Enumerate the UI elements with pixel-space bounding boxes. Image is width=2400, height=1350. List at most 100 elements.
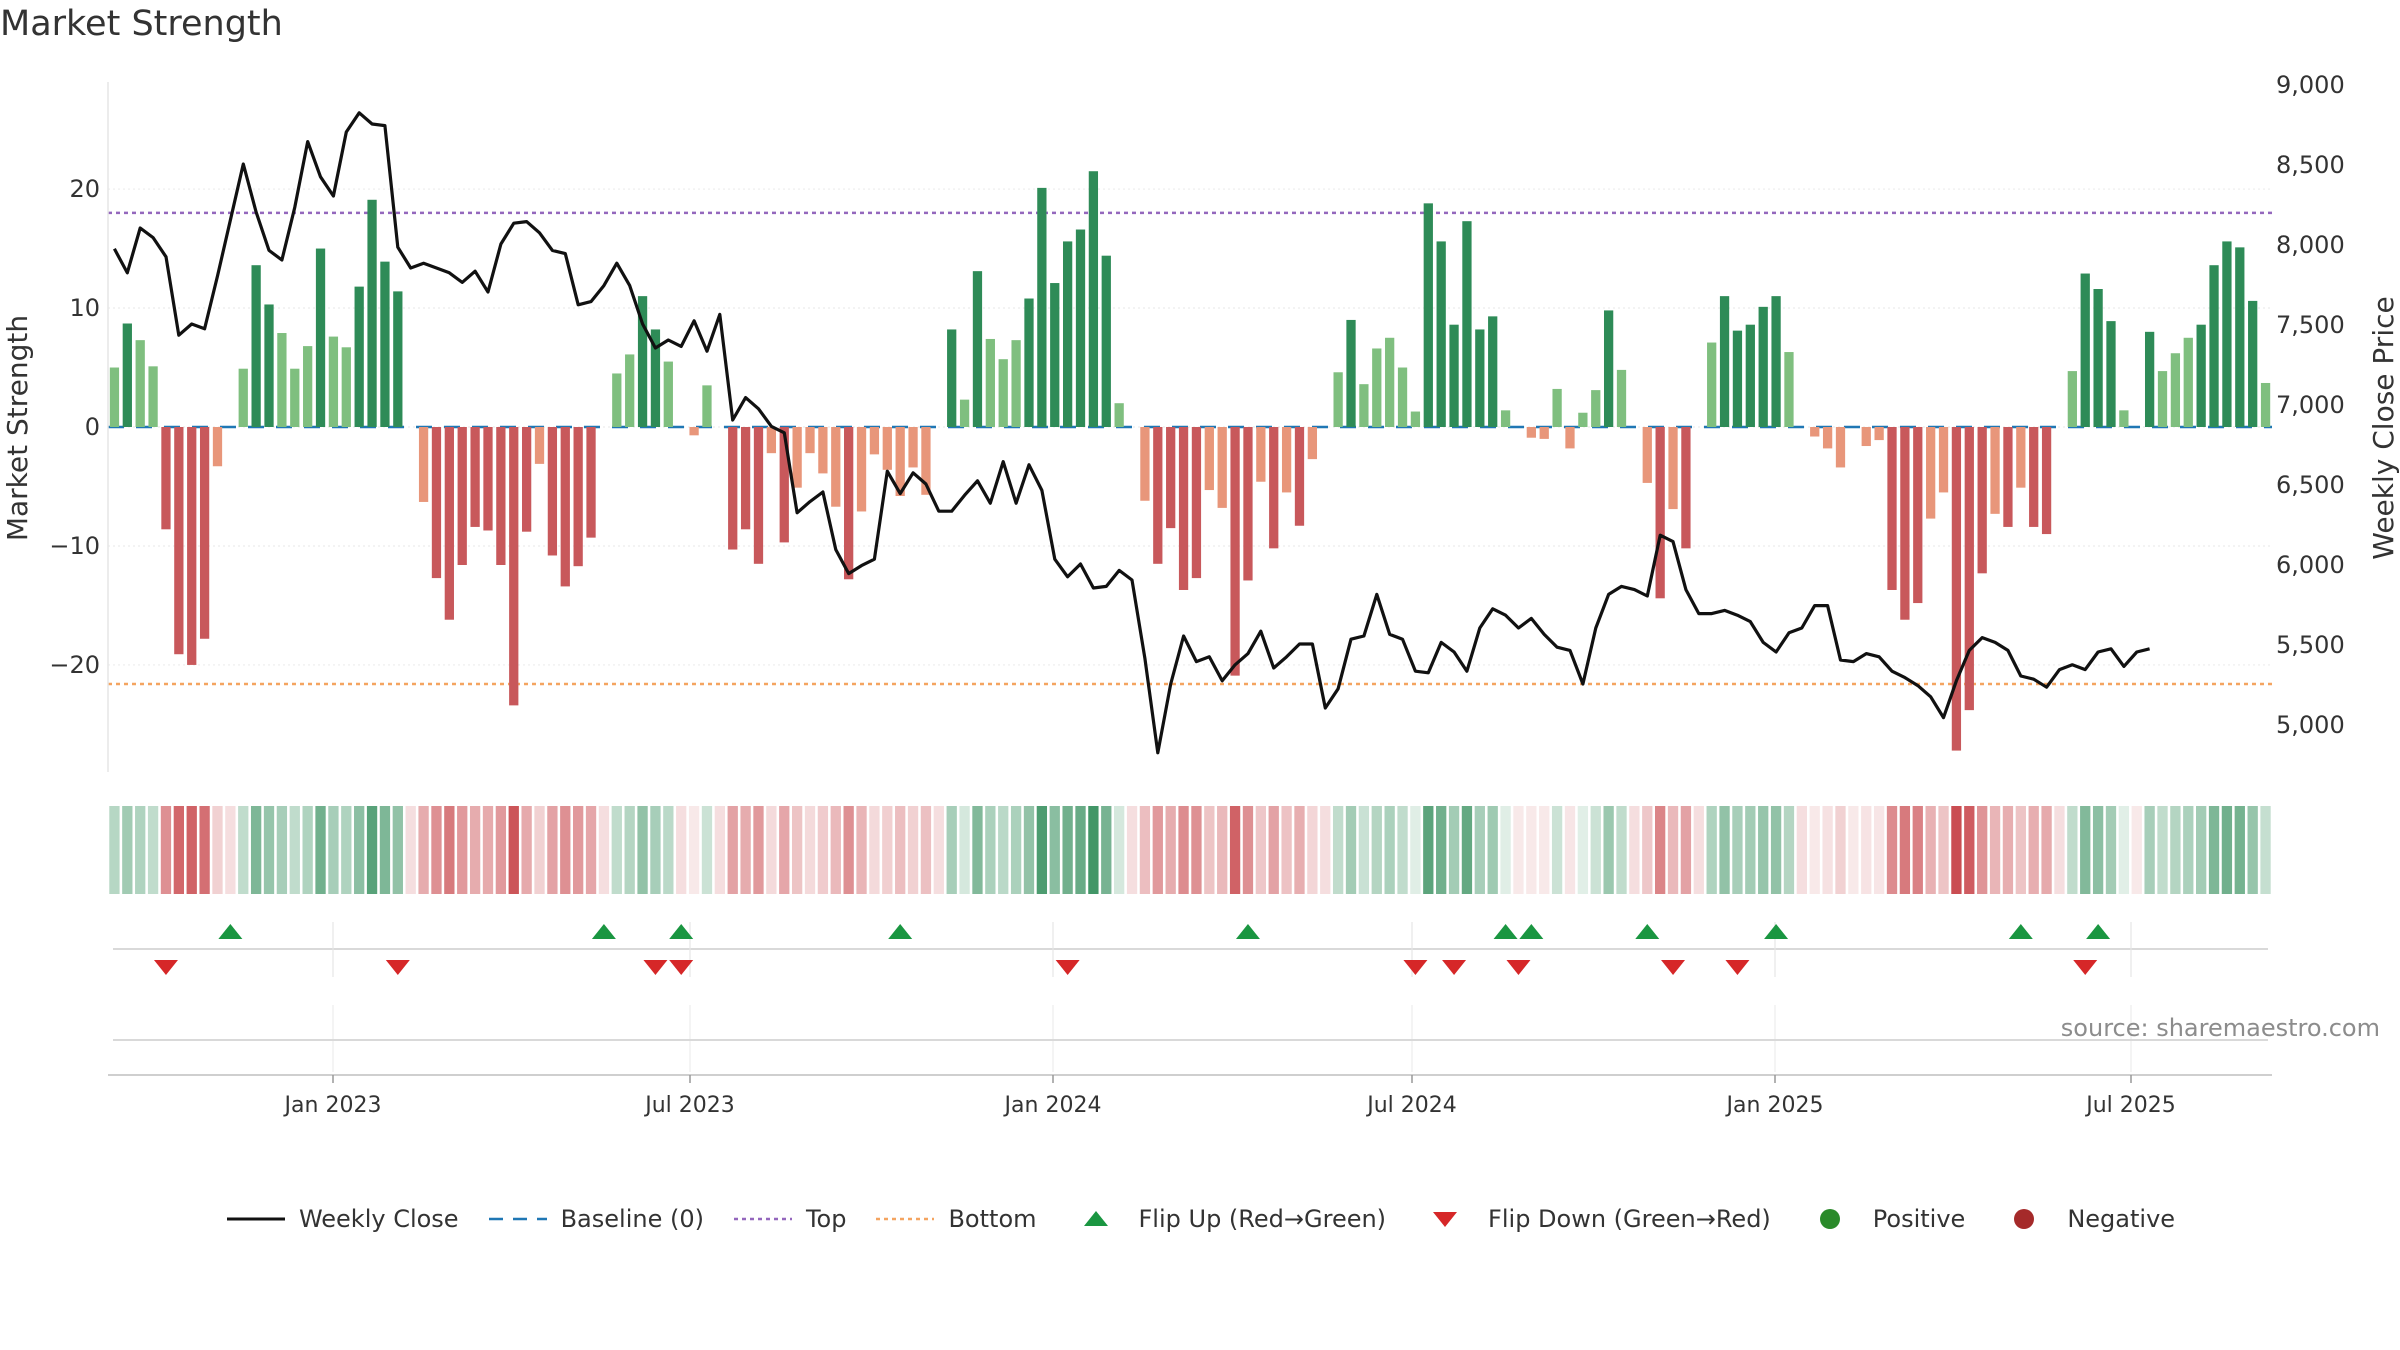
strength-bar <box>1732 330 1743 427</box>
y2-tick-label: 5,500 <box>2276 631 2345 659</box>
strength-bar <box>1397 367 1408 427</box>
strength-bar <box>1642 427 1652 483</box>
strength-bar <box>1230 427 1240 676</box>
heat-cell <box>1036 806 1048 894</box>
strength-bar <box>174 427 184 655</box>
strength-bar <box>908 427 918 468</box>
strength-bar <box>972 271 983 427</box>
heat-cell <box>482 806 494 894</box>
strength-bar <box>418 427 429 502</box>
heat-cell <box>444 806 455 894</box>
heat-cell <box>431 806 442 894</box>
strength-bar <box>1745 324 1755 427</box>
x-tick-label: Jul 2024 <box>1365 1093 1457 1118</box>
heat-cell <box>2092 806 2104 894</box>
heat-cell <box>1217 806 1228 894</box>
strength-bar <box>1655 427 1665 599</box>
heat-cell <box>2131 806 2142 894</box>
heat-cell <box>1951 806 1962 894</box>
heat-cell <box>1229 806 1241 894</box>
strength-bar <box>367 199 377 427</box>
heat-cell <box>1474 806 1485 894</box>
legend-item: Bottom <box>874 1205 1037 1233</box>
strength-bar <box>354 286 364 427</box>
strength-bar <box>135 340 145 427</box>
strength-bar <box>1037 187 1047 427</box>
strength-bar <box>212 427 223 467</box>
strength-bar <box>2235 247 2245 427</box>
flip-up-marker <box>1764 924 1789 939</box>
strength-bar <box>2003 427 2013 527</box>
strength-bar <box>1539 427 1549 439</box>
y-tick-label: 10 <box>69 294 100 322</box>
heat-cell <box>1719 806 1730 894</box>
heat-cell <box>469 806 481 894</box>
flip-up-marker <box>669 924 694 939</box>
heat-cell <box>714 806 725 894</box>
strength-bar <box>2029 427 2039 527</box>
heat-cell <box>547 806 558 894</box>
heat-cell <box>1448 806 1460 894</box>
heat-cell <box>2118 806 2130 894</box>
strength-bar <box>2067 371 2077 427</box>
heat-cell <box>1332 806 1344 894</box>
strength-bar <box>1616 369 1627 427</box>
flip-down-marker <box>1403 960 1428 975</box>
y2-tick-label: 5,000 <box>2276 711 2345 739</box>
strength-bar <box>393 291 403 427</box>
heat-cell <box>366 806 378 894</box>
heat-cell <box>1564 806 1576 894</box>
strength-bar <box>1926 427 1936 519</box>
x-tick-label: Jan 2023 <box>283 1093 382 1118</box>
price-line-layer <box>112 111 2150 755</box>
strength-bar <box>1050 283 1060 427</box>
strength-bar <box>689 427 699 436</box>
strength-bar <box>496 427 506 565</box>
heat-cell <box>1191 806 1202 894</box>
strength-bar <box>1900 427 1910 620</box>
flip-down-marker <box>643 960 668 975</box>
heat-cell <box>1590 806 1601 894</box>
heat-cell <box>560 806 571 894</box>
heat-cell <box>2170 806 2181 894</box>
flip-down-marker <box>1725 960 1750 975</box>
strength-bar <box>1874 427 1884 441</box>
circle-icon <box>1799 1209 1861 1229</box>
flip-up-marker <box>1519 924 1544 939</box>
triangle-up-icon <box>1065 1209 1127 1229</box>
strength-bar <box>1088 171 1099 427</box>
heat-strip <box>109 806 2271 894</box>
heat-cell <box>160 806 172 894</box>
heat-cell <box>1487 806 1498 894</box>
heat-cell <box>1358 806 1370 894</box>
heat-cell <box>250 806 262 894</box>
strength-bar <box>1372 348 1382 427</box>
heat-cell <box>895 806 906 894</box>
strength-bar <box>2222 241 2232 427</box>
strength-bar <box>1243 427 1253 581</box>
legend-icon <box>1819 1209 1840 1229</box>
strength-bar <box>663 361 673 427</box>
heat-cell <box>1075 806 1086 894</box>
legend: Weekly Close Baseline (0) Top Bottom Flip Up… <box>0 1205 2400 1233</box>
y2-tick-label: 8,500 <box>2276 151 2345 179</box>
strength-bar <box>1707 342 1717 427</box>
heat-cell <box>637 806 648 894</box>
strength-bar <box>1758 306 1768 427</box>
strength-bar <box>869 427 880 455</box>
strength-bar <box>1913 427 1923 604</box>
heat-cell <box>1616 806 1627 894</box>
y2-tick-label: 6,000 <box>2276 551 2345 579</box>
strength-bar <box>2248 300 2258 427</box>
heat-cell <box>508 806 519 894</box>
x-tick-label: Jan 2024 <box>1003 1093 1102 1118</box>
heat-cell <box>1732 806 1743 894</box>
circle-icon <box>2014 1209 2035 1229</box>
heat-cell <box>1114 806 1125 894</box>
strength-bar <box>625 354 635 427</box>
heat-cell <box>122 806 133 894</box>
strength-bar <box>831 427 841 507</box>
strength-bar <box>1784 352 1794 427</box>
dashed-line-icon <box>487 1209 549 1229</box>
strength-bar <box>1075 229 1086 427</box>
